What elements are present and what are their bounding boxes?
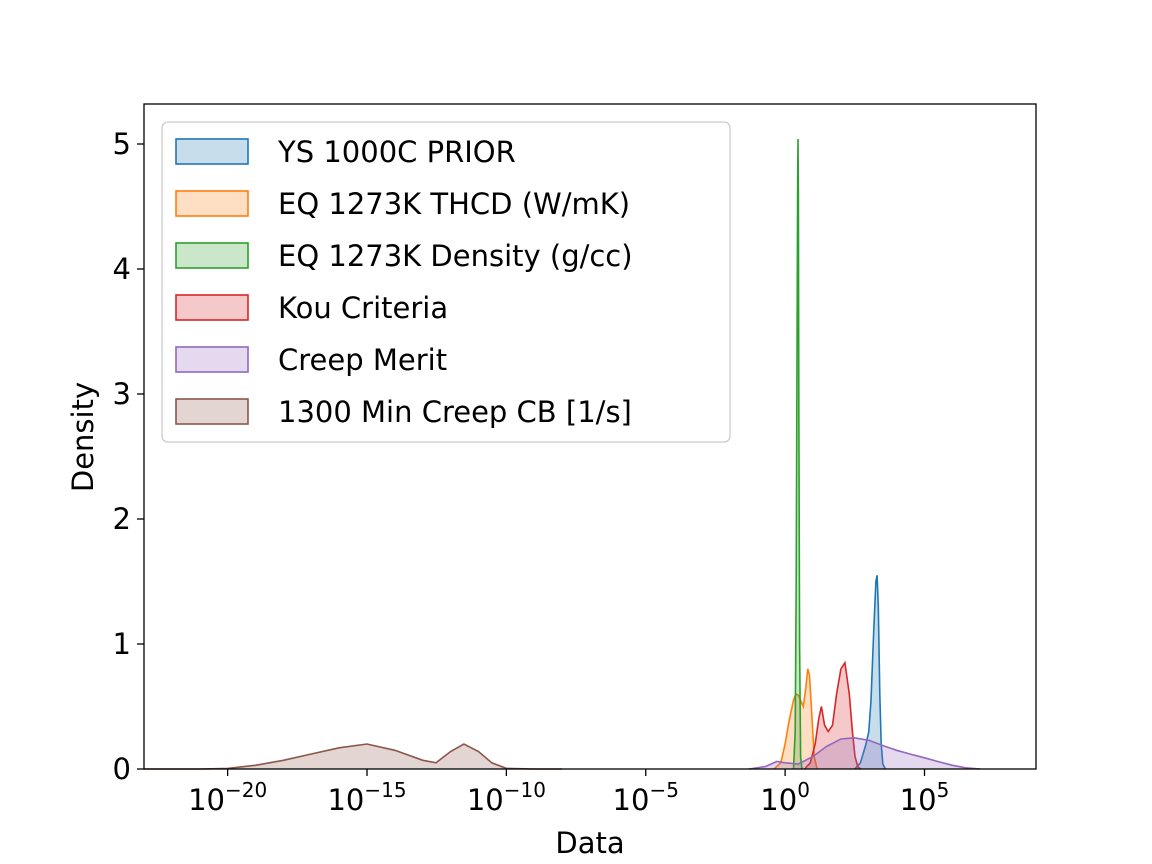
y-tick-label: 5 bbox=[113, 127, 131, 161]
series-line-creep-merit bbox=[748, 736, 981, 770]
series-area-kou-criteria bbox=[804, 662, 861, 769]
legend: YS 1000C PRIOR EQ 1273K THCD (W/mK) EQ 127… bbox=[161, 121, 731, 443]
x-tick-label: 10−20 bbox=[188, 778, 267, 817]
x-tick-label: 10−10 bbox=[467, 778, 546, 817]
legend-label: YS 1000C PRIOR bbox=[277, 135, 516, 169]
plot-frame bbox=[143, 103, 1037, 770]
legend-swatch-1300-min-creep-cb-1-s bbox=[175, 398, 249, 425]
legend-swatch-kou-criteria bbox=[175, 294, 249, 321]
series-line-1300-min-creep-cb-1-s bbox=[144, 743, 563, 770]
x-tick-label: 10−15 bbox=[327, 778, 406, 817]
y-tick-label: 1 bbox=[113, 627, 131, 661]
y-axis-label: Density bbox=[66, 382, 100, 492]
x-axis-ticks: 10−20 10−15 10−10 10−5 100 105 bbox=[188, 769, 949, 817]
series-line-kou-criteria bbox=[804, 660, 861, 770]
x-tick-label: 105 bbox=[900, 778, 950, 817]
legend-label: EQ 1273K Density (g/cc) bbox=[278, 239, 633, 273]
series-area-eq-1273k-density-g-cc bbox=[793, 139, 802, 769]
x-tick-label: 100 bbox=[760, 778, 810, 817]
x-axis-label: Data bbox=[555, 826, 624, 860]
legend-label: 1300 Min Creep CB [1/s] bbox=[278, 395, 632, 429]
y-tick-label: 4 bbox=[113, 252, 131, 286]
series-area-creep-merit bbox=[748, 737, 981, 769]
legend-swatch-eq-1273k-thcd-w-mk bbox=[175, 190, 249, 217]
legend-label: Creep Merit bbox=[278, 343, 447, 377]
legend-label: EQ 1273K THCD (W/mK) bbox=[278, 187, 630, 221]
legend-box bbox=[161, 121, 731, 443]
y-tick-label: 2 bbox=[113, 502, 131, 536]
series-layer bbox=[144, 138, 981, 770]
y-tick-label: 0 bbox=[113, 752, 131, 786]
y-tick-label: 3 bbox=[113, 377, 131, 411]
legend-label: Kou Criteria bbox=[278, 291, 448, 325]
series-area-1300-min-creep-cb-1-s bbox=[144, 744, 563, 769]
series-line-ys-1000c-prior bbox=[854, 575, 887, 770]
series-line-eq-1273k-density-g-cc bbox=[792, 138, 803, 770]
legend-swatch-ys-1000c-prior bbox=[175, 138, 249, 165]
legend-swatch-eq-1273k-density-g-cc bbox=[175, 242, 249, 269]
x-tick-label: 10−5 bbox=[613, 778, 679, 817]
legend-swatch-creep-merit bbox=[175, 346, 249, 373]
y-axis-ticks: 0 1 2 3 4 5 bbox=[113, 127, 144, 786]
